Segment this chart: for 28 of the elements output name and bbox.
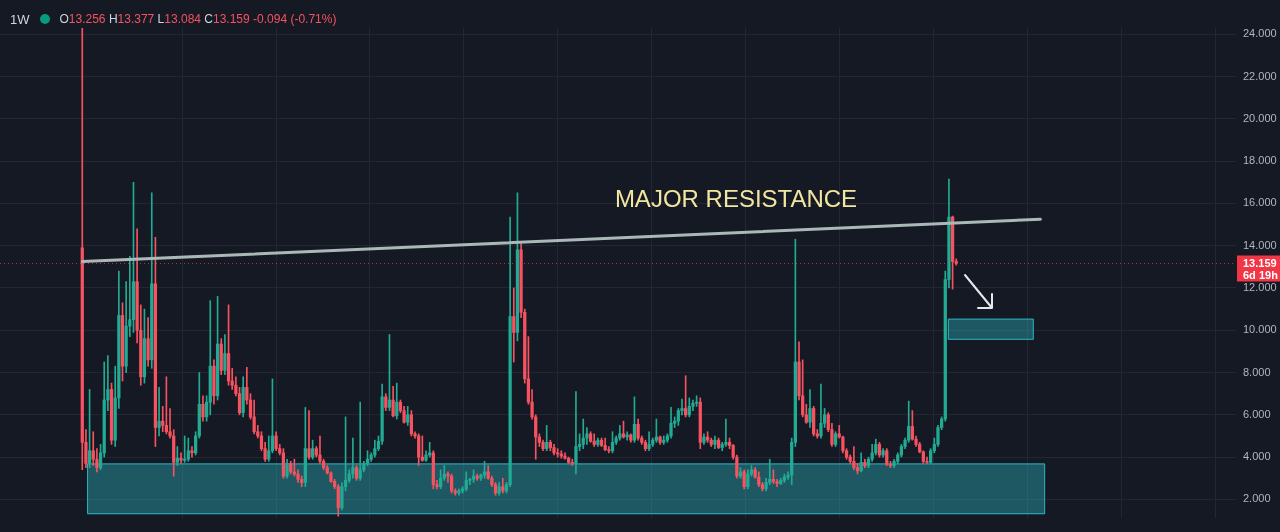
y-tick-label: 22.000 bbox=[1243, 69, 1277, 82]
y-tick-label: 8.000 bbox=[1243, 365, 1271, 378]
candlestick bbox=[512, 287, 516, 363]
candlestick bbox=[157, 387, 161, 437]
y-tick-label: 14.000 bbox=[1243, 238, 1277, 251]
y-tick-label: 24.000 bbox=[1243, 27, 1277, 40]
chart-title: 1W bbox=[10, 11, 30, 27]
y-tick-label: 12.000 bbox=[1243, 281, 1277, 294]
y-tick-label: 18.000 bbox=[1243, 154, 1277, 167]
candlestick bbox=[161, 406, 165, 433]
candlestick bbox=[307, 410, 311, 460]
candlestick bbox=[574, 391, 578, 475]
candlestick bbox=[819, 383, 823, 439]
candlestick bbox=[351, 437, 355, 479]
text: O13.256 H13.377 L13.084 C13.159 -0.094 (-0.71%) bbox=[59, 12, 337, 26]
annotation: MAJOR RESISTANCE bbox=[614, 184, 858, 212]
text: 6d 19h bbox=[1243, 268, 1279, 281]
y-tick-label: 4.000 bbox=[1243, 450, 1271, 463]
y-tick-label: 10.000 bbox=[1243, 323, 1277, 336]
y-tick-label: 20.000 bbox=[1243, 111, 1277, 124]
y-tick-label: 16.000 bbox=[1243, 196, 1277, 209]
candlestick bbox=[647, 431, 651, 452]
candlestick bbox=[724, 418, 728, 447]
y-tick-label: 6.000 bbox=[1243, 407, 1271, 420]
y-tick-label: 2.000 bbox=[1243, 492, 1271, 505]
ref-line-label: 13.159 bbox=[1243, 256, 1277, 269]
candlestick bbox=[358, 401, 362, 481]
candlestick bbox=[581, 418, 585, 449]
